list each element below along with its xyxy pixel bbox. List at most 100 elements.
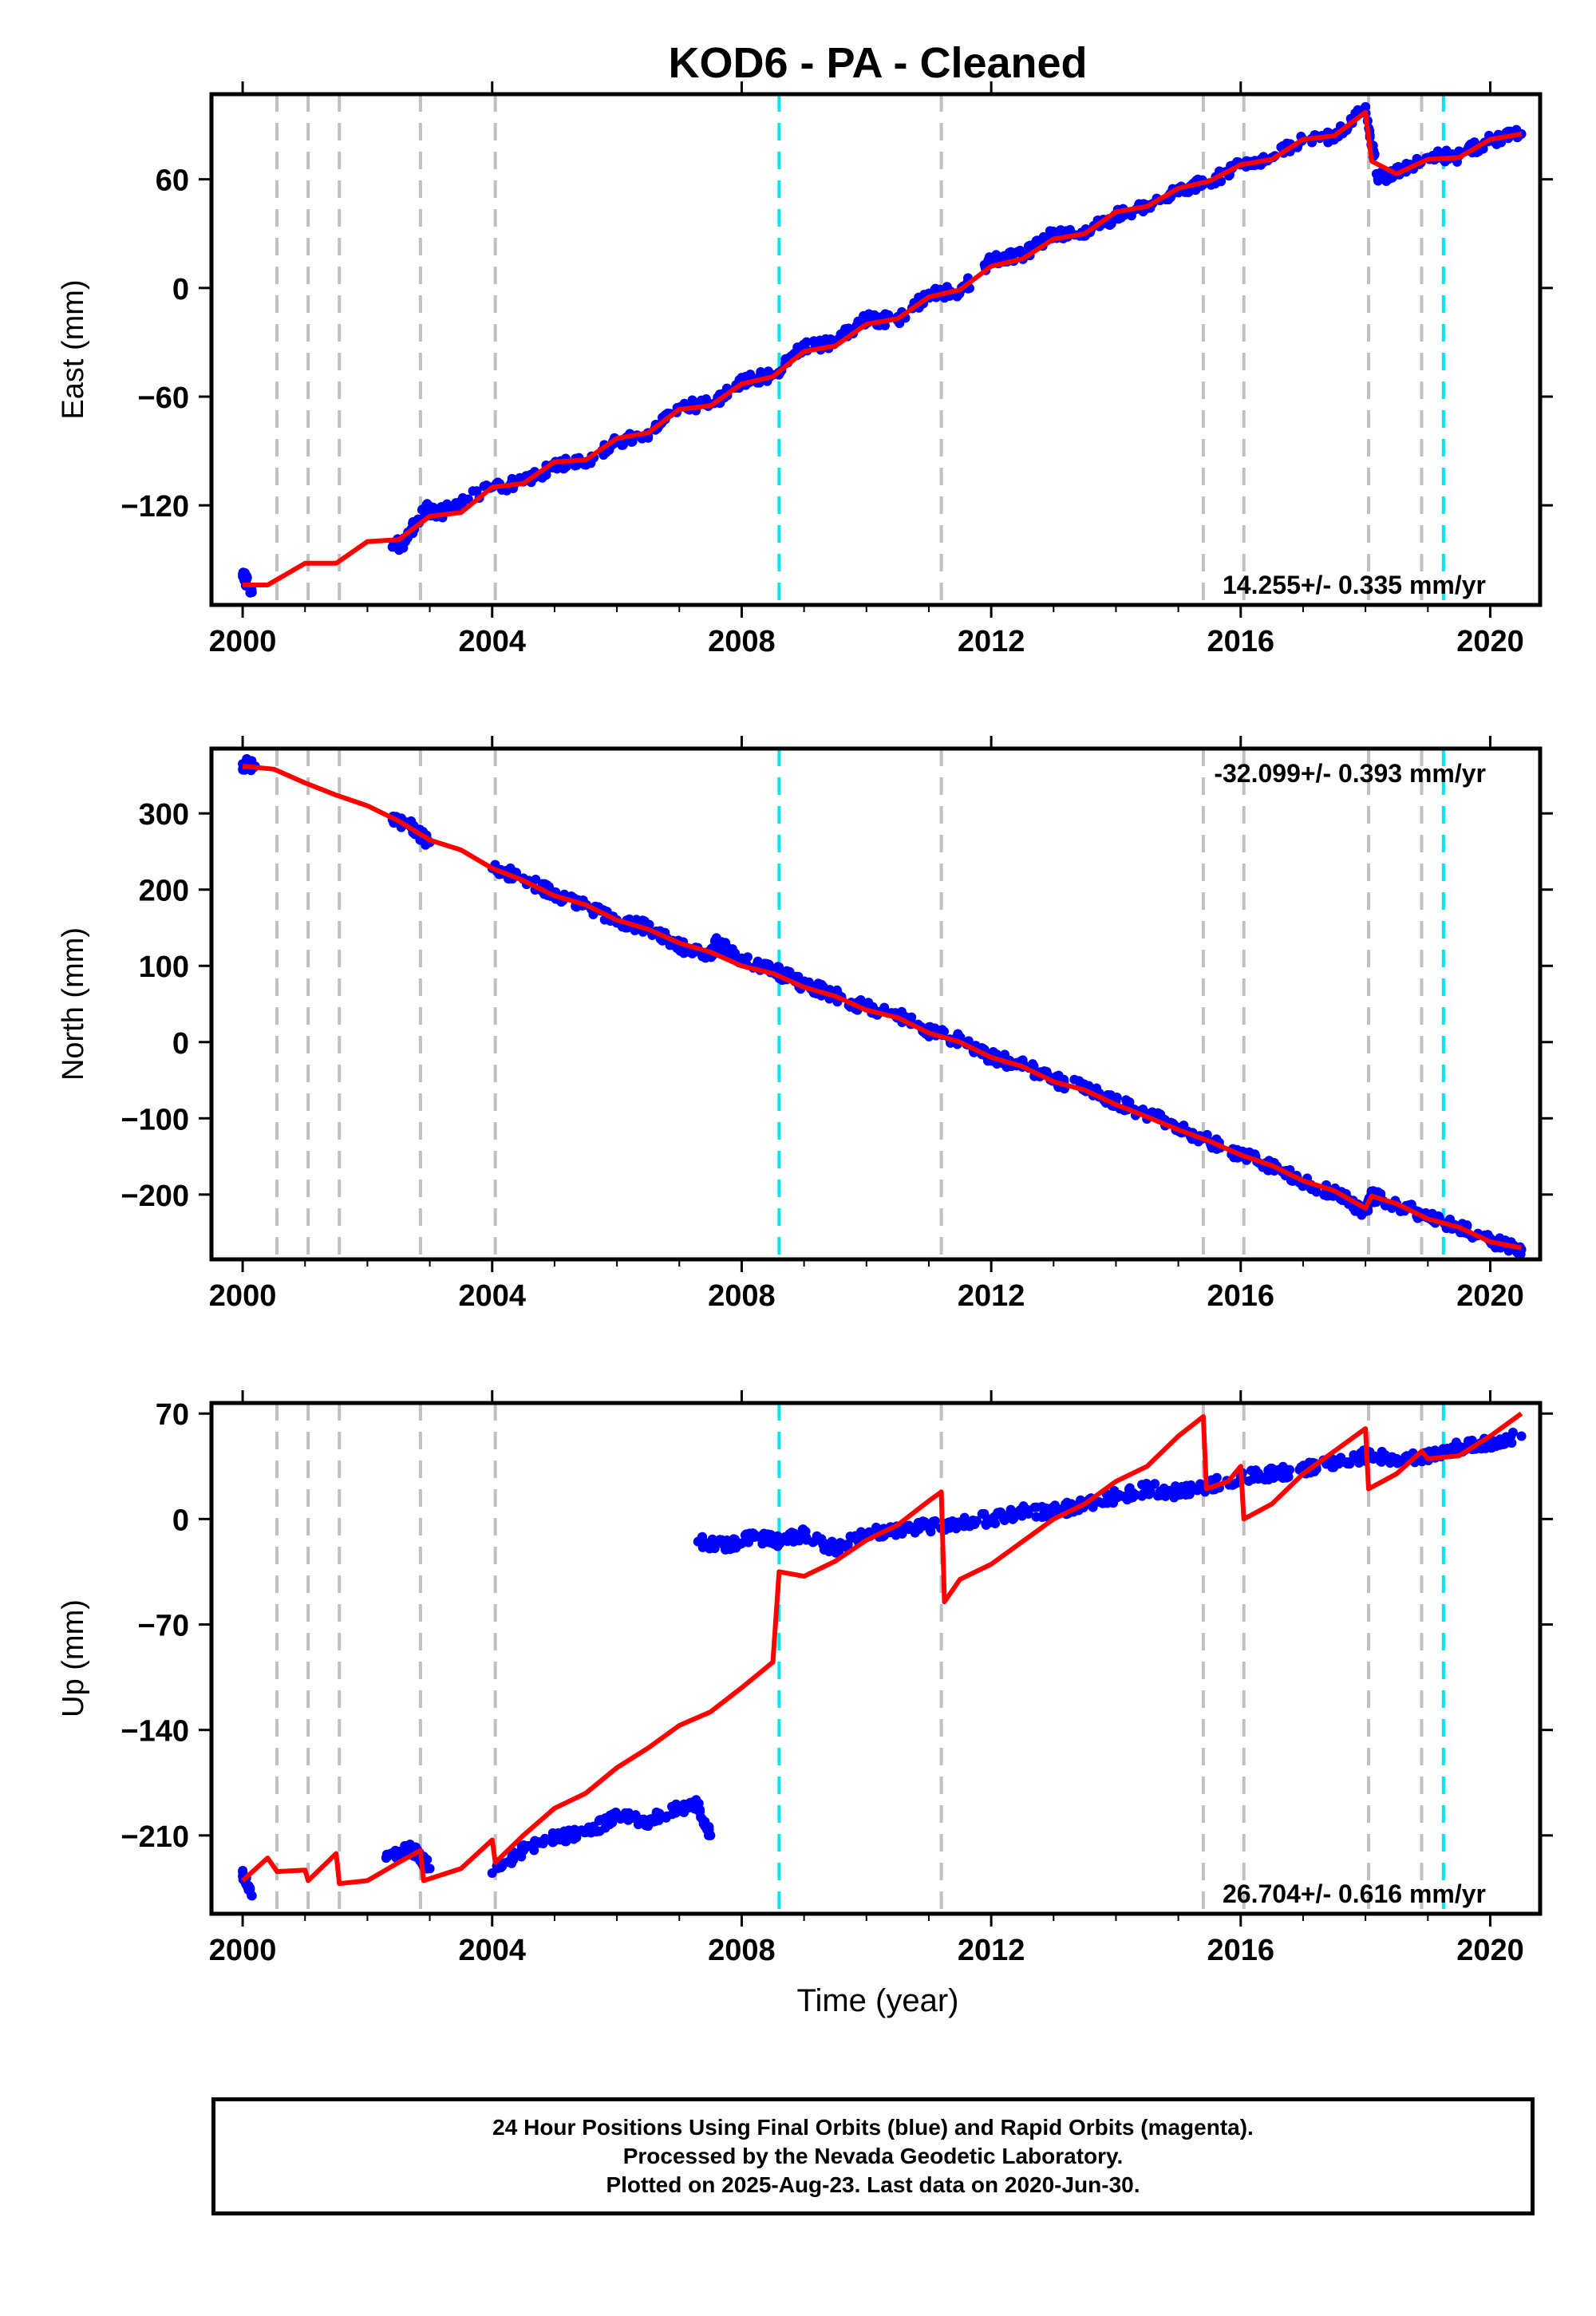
- up-data-point: [644, 1816, 654, 1826]
- up-data-point: [1438, 1444, 1448, 1454]
- up-data-point: [1467, 1435, 1477, 1445]
- up-data-point: [607, 1817, 618, 1828]
- up-data-point: [864, 1527, 875, 1537]
- up-data-point: [900, 1524, 911, 1534]
- up-data-point: [1097, 1498, 1108, 1508]
- up-data-point: [1039, 1507, 1049, 1517]
- up-data-point: [567, 1827, 577, 1837]
- up-data-point: [519, 1840, 529, 1850]
- footer-line-1: 24 Hour Positions Using Final Orbits (bl…: [492, 2115, 1254, 2140]
- north-data-point: [799, 976, 809, 986]
- north-data-point: [247, 756, 257, 766]
- up-data-point: [947, 1516, 958, 1526]
- up-data-point: [559, 1826, 569, 1836]
- east-plot-frame: [209, 92, 1543, 607]
- north-y-tick-label: 0: [172, 1027, 189, 1061]
- up-data-point: [693, 1804, 704, 1814]
- up-data-point: [1248, 1474, 1258, 1484]
- east-data-point: [561, 461, 571, 472]
- footer-line-3: Plotted on 2025-Aug-23. Last data on 202…: [606, 2172, 1140, 2197]
- north-data-point: [925, 1022, 935, 1032]
- east-data-point: [1009, 249, 1019, 259]
- up-data-point: [1349, 1450, 1359, 1460]
- north-y-tick-label: 100: [139, 951, 189, 984]
- up-data-point: [1278, 1461, 1288, 1472]
- up-data-point: [508, 1855, 519, 1865]
- up-data-point: [1160, 1491, 1171, 1501]
- up-data-point: [1267, 1463, 1278, 1473]
- up-x-tick-label: 2000: [209, 1934, 277, 1967]
- up-data-point: [715, 1535, 725, 1545]
- east-data-point: [457, 492, 468, 503]
- up-data-point: [1008, 1514, 1018, 1524]
- up-y-axis-label: Up (mm): [57, 1599, 90, 1717]
- east-data-point: [701, 396, 711, 406]
- up-data-point: [1050, 1500, 1061, 1511]
- up-data-point: [516, 1852, 527, 1862]
- up-data-point: [1066, 1499, 1077, 1509]
- up-data-point: [651, 1807, 662, 1817]
- up-data-point: [1516, 1431, 1527, 1441]
- up-data-point: [612, 1809, 622, 1820]
- up-data-point: [820, 1539, 831, 1549]
- north-x-tick-label: 2000: [209, 1279, 277, 1313]
- up-data-point: [1385, 1456, 1395, 1466]
- footer-line-2: Processed by the Nevada Geodetic Laborat…: [622, 2144, 1124, 2168]
- up-x-tick-label: 2004: [458, 1934, 526, 1967]
- up-x-tick-label: 2008: [708, 1934, 776, 1967]
- up-data-point: [801, 1535, 812, 1545]
- north-data-point: [1406, 1199, 1416, 1210]
- up-data-point: [696, 1812, 706, 1823]
- north-x-tick-label: 2020: [1456, 1279, 1524, 1313]
- east-data-point: [617, 440, 627, 450]
- east-data-point: [1441, 145, 1452, 156]
- east-data-point: [880, 309, 891, 319]
- north-y-tick-label: −200: [120, 1180, 189, 1213]
- east-data-point: [869, 310, 879, 320]
- up-data-point: [245, 1883, 255, 1893]
- east-data-point: [991, 250, 1001, 260]
- up-data-point: [835, 1538, 845, 1548]
- north-rate-label: -32.099+/- 0.393 mm/yr: [1214, 759, 1486, 788]
- east-data-point: [1113, 214, 1124, 224]
- north-y-axis-label: North (mm): [57, 927, 90, 1081]
- up-data-point: [662, 1811, 672, 1821]
- east-data-point: [1323, 137, 1333, 148]
- up-data-point: [391, 1851, 401, 1861]
- up-data-point: [1246, 1465, 1256, 1476]
- east-y-tick-label: 0: [172, 273, 189, 306]
- east-data-point: [1432, 146, 1443, 156]
- east-x-tick-label: 2012: [958, 625, 1025, 658]
- east-data-point: [836, 329, 846, 339]
- north-data-point: [406, 816, 417, 826]
- up-x-tick-label: 2016: [1207, 1934, 1275, 1967]
- north-data-point: [855, 995, 866, 1006]
- up-data-point: [855, 1527, 866, 1537]
- up-data-point: [583, 1822, 594, 1832]
- up-data-point: [911, 1521, 922, 1531]
- north-data-point: [684, 947, 694, 958]
- east-data-point: [598, 450, 609, 460]
- up-data-point: [1507, 1437, 1517, 1448]
- east-panel: 2000 2004 2008 2012 2016 2020 −120 −60 0 60 East (…: [57, 81, 1553, 658]
- north-y-tick-label: −100: [120, 1103, 189, 1136]
- north-x-tick-label: 2016: [1207, 1279, 1275, 1313]
- east-y-tick-label: −120: [120, 490, 189, 524]
- east-model-line: [243, 109, 1523, 587]
- up-data-point: [1283, 1472, 1294, 1482]
- east-y-tick-label: −60: [138, 381, 189, 415]
- up-data-point: [1023, 1508, 1033, 1519]
- east-rate-label: 14.255+/- 0.335 mm/yr: [1223, 571, 1486, 599]
- up-data-point: [547, 1837, 558, 1848]
- north-data-point: [818, 982, 828, 992]
- north-y-tick-label: 200: [139, 875, 189, 908]
- up-y-tick-label: 0: [172, 1504, 189, 1537]
- north-data-point: [675, 946, 685, 956]
- east-data-point: [820, 334, 831, 344]
- up-data-point: [749, 1529, 760, 1539]
- up-data-point: [576, 1825, 587, 1836]
- up-data-point: [529, 1845, 539, 1856]
- up-data-point: [620, 1808, 630, 1818]
- north-data-point: [863, 998, 874, 1008]
- up-data-point: [1486, 1443, 1496, 1453]
